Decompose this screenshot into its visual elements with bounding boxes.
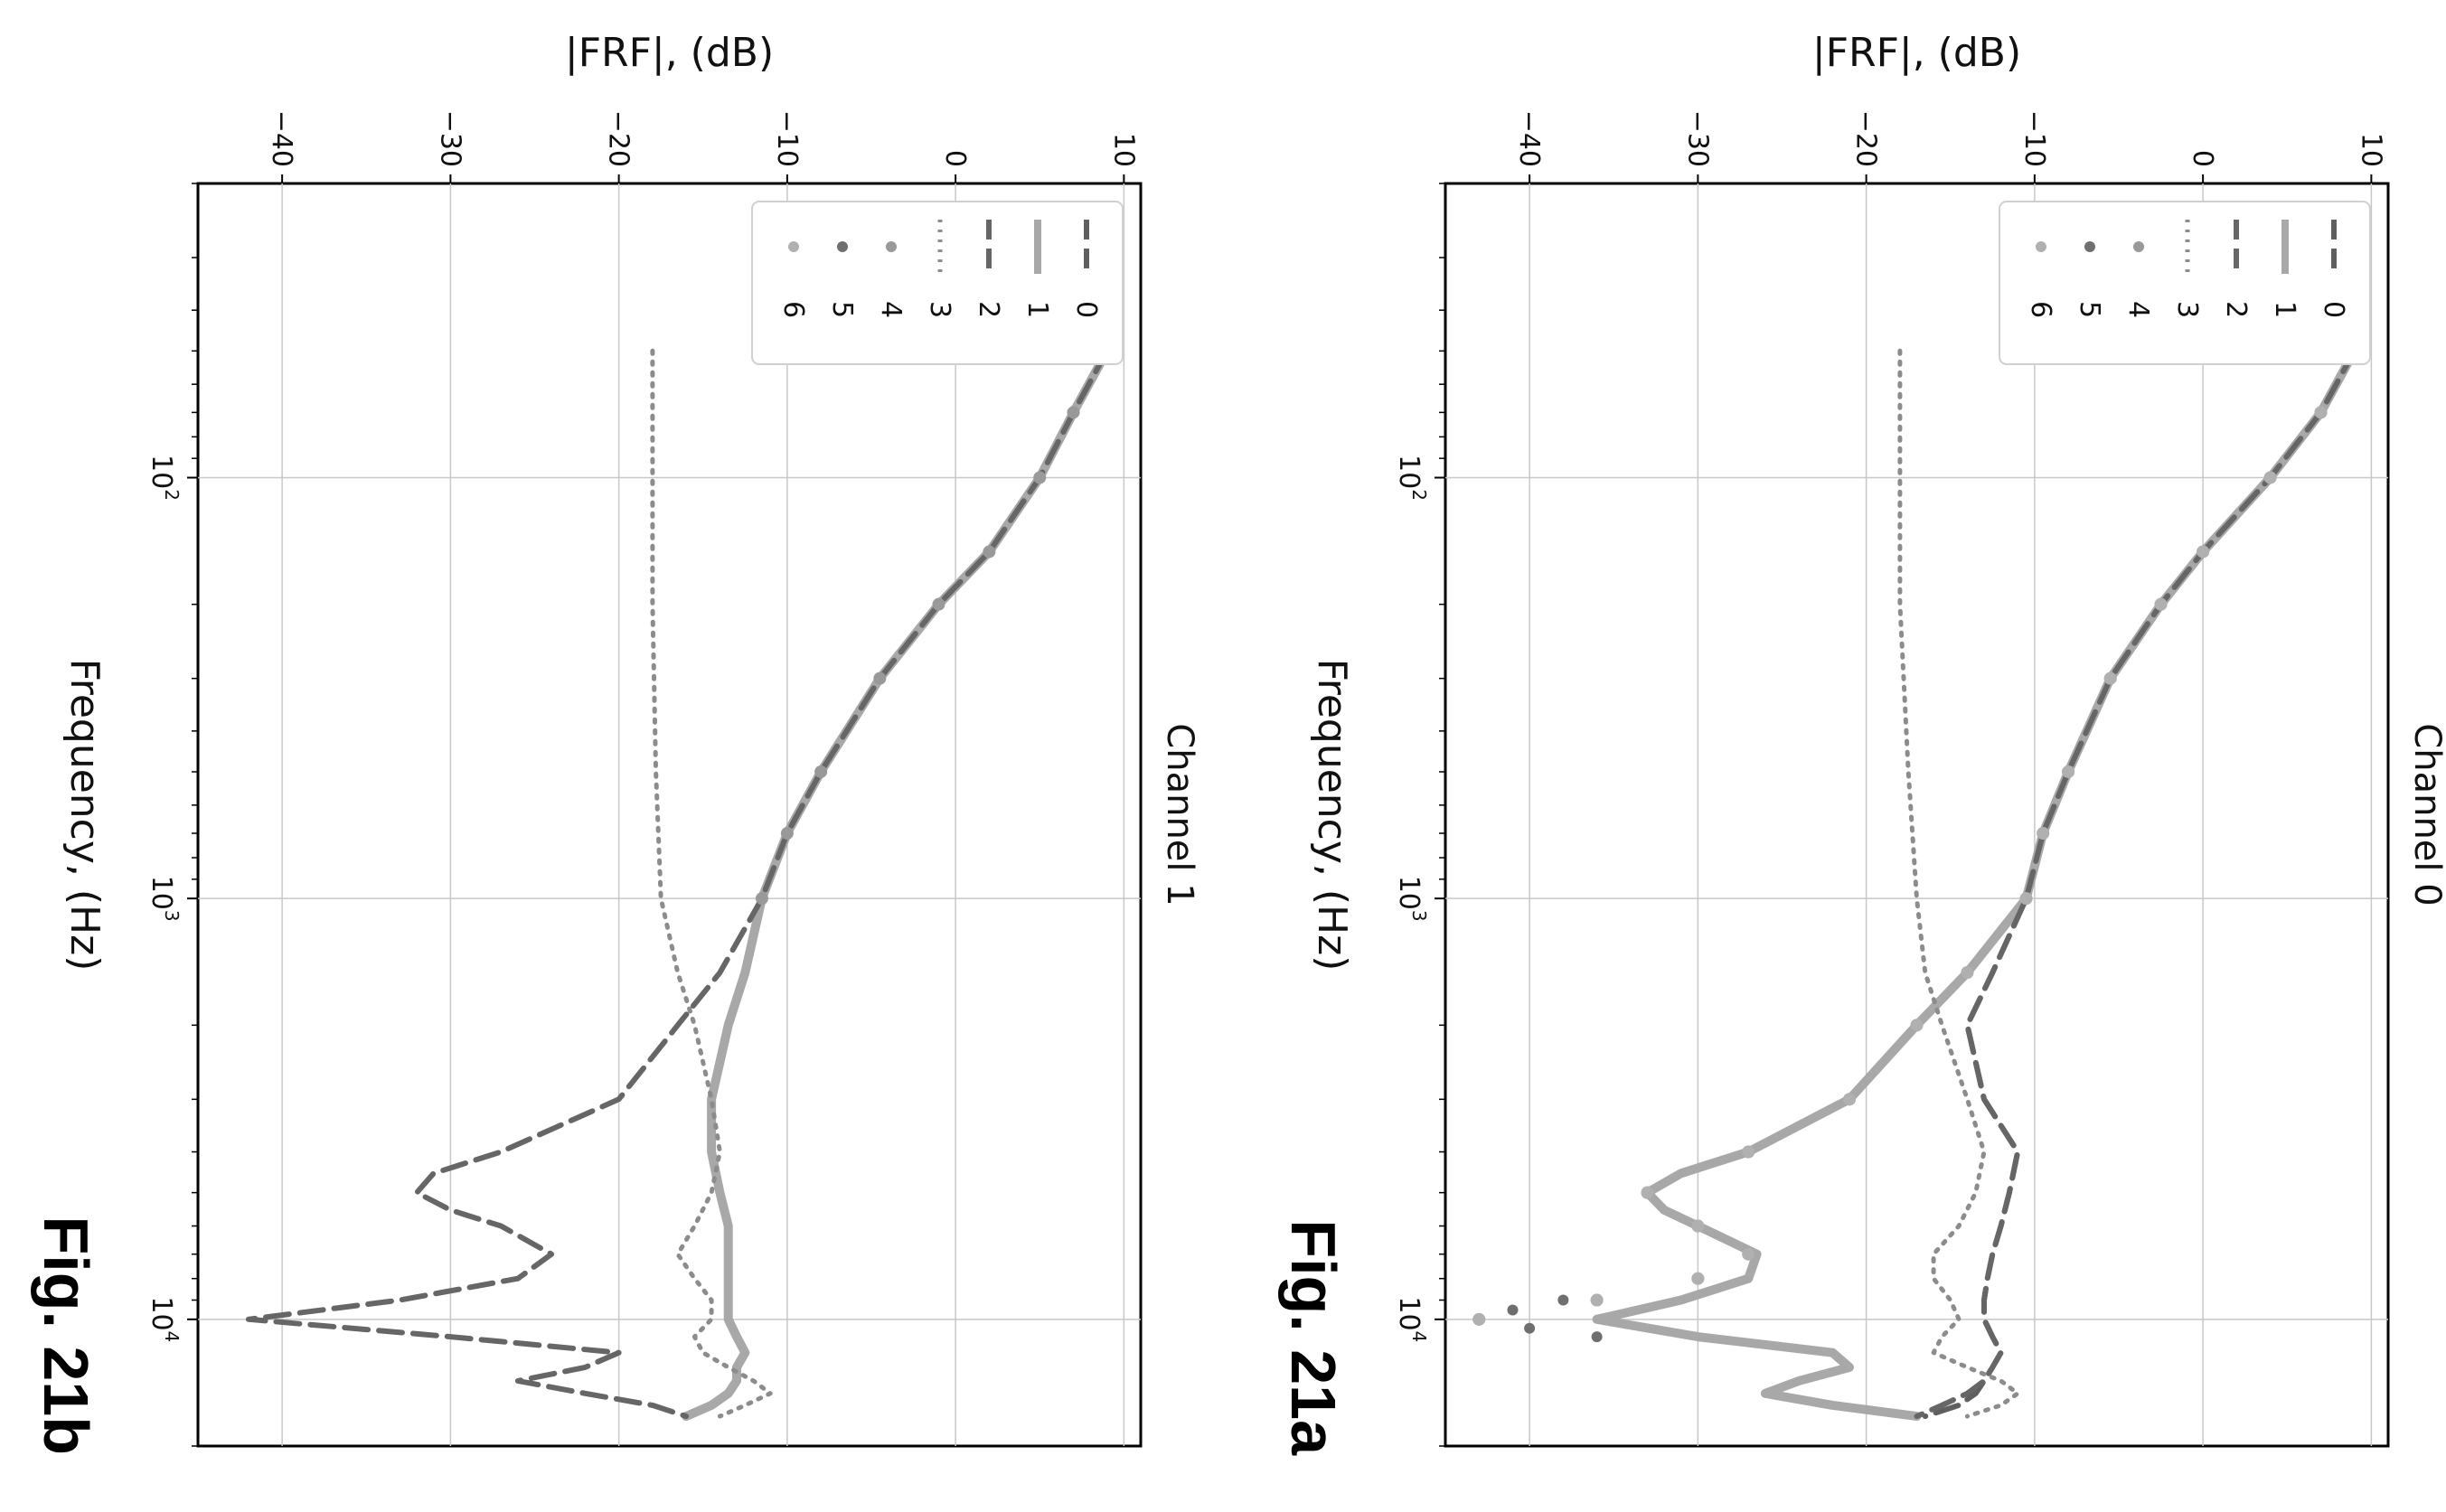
y-tick-label: −30 bbox=[1681, 110, 1713, 167]
series-4-point bbox=[873, 671, 887, 685]
series-4-point bbox=[814, 765, 828, 778]
y-tick-label: −10 bbox=[771, 110, 803, 167]
y-tick-label: −40 bbox=[1513, 110, 1545, 167]
legend-swatch-5 bbox=[837, 241, 848, 252]
series-6-point bbox=[1742, 1247, 1755, 1261]
series-6-point bbox=[2314, 406, 2328, 419]
legend-label-4: 4 bbox=[2122, 301, 2154, 318]
series-6-point bbox=[2263, 471, 2277, 484]
legend-swatch-6 bbox=[2036, 241, 2046, 252]
series-6-point bbox=[1641, 1186, 1654, 1199]
legend-label-4: 4 bbox=[875, 301, 907, 318]
legend-box bbox=[751, 201, 1124, 365]
x-tick-label: 103 bbox=[1393, 876, 1430, 922]
series-5-point bbox=[1591, 1331, 1603, 1343]
series-layer bbox=[245, 344, 1114, 1422]
figure-label: Fig. 21a bbox=[1278, 1219, 1349, 1456]
series-4-point bbox=[755, 892, 768, 906]
series-6-point bbox=[1691, 1272, 1705, 1285]
series-6-point bbox=[1910, 1019, 1924, 1032]
legend-label-6: 6 bbox=[2025, 301, 2056, 318]
plot-area bbox=[196, 182, 1143, 1448]
series-6-point bbox=[2154, 597, 2168, 611]
series-4-point bbox=[1033, 471, 1047, 484]
series-4-point bbox=[1067, 406, 1080, 419]
x-axis-label: Frequency, (Hz) bbox=[61, 659, 108, 972]
y-tick-label: 0 bbox=[939, 150, 971, 167]
legend-label-6: 6 bbox=[777, 301, 809, 318]
x-tick-exponent: 3 bbox=[161, 910, 183, 922]
x-tick-exponent: 3 bbox=[1408, 910, 1430, 922]
legend-label-5: 5 bbox=[2074, 301, 2105, 318]
x-tick-label: 102 bbox=[146, 455, 183, 501]
y-tick-label: −40 bbox=[266, 110, 297, 167]
series-5-point bbox=[1524, 1322, 1536, 1334]
figure-label: Fig. 21b bbox=[31, 1216, 101, 1455]
legend-swatch-4 bbox=[886, 241, 897, 252]
legend-label-3: 3 bbox=[924, 301, 955, 318]
series-6-point bbox=[2037, 827, 2050, 841]
series-4-point bbox=[780, 827, 794, 841]
x-tick-exponent: 2 bbox=[1408, 489, 1430, 501]
x-tick-label: 104 bbox=[1393, 1296, 1430, 1342]
y-tick-label: −20 bbox=[603, 110, 635, 167]
legend-swatch-6 bbox=[788, 241, 799, 252]
y-tick-label: 10 bbox=[2355, 133, 2386, 167]
y-tick-label: −10 bbox=[2018, 110, 2050, 167]
series-5-point bbox=[1507, 1304, 1519, 1316]
x-tick-exponent: 4 bbox=[1408, 1331, 1430, 1343]
series-6-point bbox=[2019, 892, 2033, 906]
y-axis-label: |FRF|, (dB) bbox=[565, 30, 774, 76]
series-6-point bbox=[2197, 545, 2210, 559]
legend-label-0: 0 bbox=[1070, 301, 1102, 318]
legend-label-5: 5 bbox=[826, 301, 858, 318]
legend-swatch-4 bbox=[2133, 241, 2144, 252]
legend-label-2: 2 bbox=[2220, 301, 2252, 318]
series-4-point bbox=[932, 597, 945, 611]
legend-label-2: 2 bbox=[973, 301, 1004, 318]
series-2-line bbox=[1914, 348, 2357, 1420]
y-tick-label: 0 bbox=[2187, 150, 2218, 167]
x-tick-exponent: 2 bbox=[161, 489, 183, 501]
x-axis-label: Frequency, (Hz) bbox=[1309, 659, 1355, 972]
legend-label-0: 0 bbox=[2318, 301, 2349, 318]
series-6-point bbox=[1691, 1219, 1705, 1233]
series-3-line bbox=[650, 348, 773, 1419]
series-6-point bbox=[1961, 966, 1974, 980]
plot-area bbox=[1444, 182, 2390, 1448]
series-3-line bbox=[1897, 348, 2020, 1419]
legend-box bbox=[1999, 201, 2371, 365]
x-tick-label: 103 bbox=[146, 876, 183, 922]
series-2-line bbox=[245, 348, 1110, 1420]
series-4-point bbox=[983, 545, 996, 559]
y-tick-label: −30 bbox=[434, 110, 466, 167]
series-5-point bbox=[1557, 1294, 1569, 1306]
legend-label-3: 3 bbox=[2171, 301, 2203, 318]
y-tick-label: −20 bbox=[1850, 110, 1882, 167]
series-6-point bbox=[2062, 765, 2075, 778]
series-6-point bbox=[1472, 1312, 1486, 1326]
legend-label-1: 1 bbox=[2269, 301, 2300, 318]
series-6-point bbox=[2103, 671, 2117, 685]
chart-title: Channel 1 bbox=[1159, 723, 1200, 906]
series-6-point bbox=[1742, 1145, 1755, 1159]
y-tick-label: 10 bbox=[1107, 133, 1139, 167]
x-tick-label: 104 bbox=[146, 1296, 183, 1342]
y-axis-label: |FRF|, (dB) bbox=[1812, 30, 2021, 76]
series-layer bbox=[1472, 344, 2361, 1422]
series-6-point bbox=[1590, 1293, 1604, 1307]
x-tick-exponent: 4 bbox=[161, 1331, 183, 1343]
x-tick-label: 102 bbox=[1393, 455, 1430, 501]
legend-label-1: 1 bbox=[1021, 301, 1053, 318]
chart-title: Channel 0 bbox=[2406, 723, 2446, 906]
series-6-point bbox=[1843, 1093, 1856, 1106]
legend-swatch-5 bbox=[2084, 241, 2095, 252]
